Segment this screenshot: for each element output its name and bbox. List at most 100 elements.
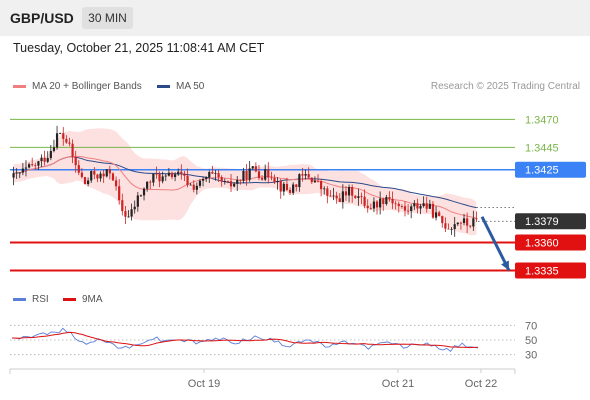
candle-body: [77, 165, 80, 173]
legend-rsi-label: RSI: [32, 294, 49, 305]
candle-body: [338, 198, 341, 202]
candle-body: [385, 197, 388, 205]
ma20-swatch-icon: [13, 84, 26, 88]
candle-body: [217, 173, 220, 178]
bollinger-band: [13, 128, 477, 236]
candle-body: [229, 181, 233, 187]
candle-body: [96, 174, 99, 179]
rsi-tick-label: 50: [525, 335, 537, 347]
candle-body: [307, 174, 310, 178]
candle-body: [18, 172, 21, 174]
candle-body: [410, 206, 413, 212]
candle-body: [142, 188, 146, 196]
level-label-text: 1.3360: [525, 237, 559, 249]
candle-body: [149, 181, 152, 183]
candle-body: [170, 172, 174, 178]
candle-body: [130, 209, 133, 217]
candle-body: [158, 173, 161, 182]
candle-body: [304, 174, 307, 176]
candle-body: [422, 203, 425, 207]
candle-body: [220, 177, 223, 182]
forecast-arrow-shaft: [480, 216, 511, 272]
candle-body: [65, 138, 68, 143]
candle-body: [223, 180, 226, 182]
candle-body: [133, 206, 136, 210]
candle-body: [180, 171, 183, 174]
candle-body: [68, 142, 71, 144]
candle-body: [90, 171, 93, 181]
candle-body: [226, 180, 230, 182]
candle-body: [24, 167, 28, 169]
candle-body: [310, 177, 313, 183]
candle-body: [105, 169, 108, 177]
candle-body: [31, 164, 34, 166]
level-label-box: [515, 262, 586, 279]
candle-body: [214, 173, 217, 174]
level-label-text: 1.3470: [525, 114, 559, 126]
candle-body: [292, 184, 295, 193]
candle-body: [183, 173, 186, 176]
candle-body: [198, 180, 202, 186]
candle-body: [87, 180, 90, 185]
candle-body: [127, 216, 130, 218]
rsi-tick-label: 30: [525, 350, 537, 362]
candle-body: [257, 171, 261, 179]
candle-body: [251, 166, 254, 169]
candle-body: [205, 177, 208, 180]
candle-body: [248, 168, 251, 180]
candles-group: [12, 125, 478, 237]
timeframe-badge[interactable]: 30 MIN: [82, 7, 133, 29]
candle-body: [344, 191, 348, 196]
chart-timestamp: Tuesday, October 21, 2025 11:08:41 AM CE…: [13, 41, 265, 55]
legend-ma50-label: MA 50: [176, 81, 205, 92]
candle-body: [394, 203, 397, 205]
candle-body: [267, 169, 270, 178]
candle-body: [139, 195, 143, 197]
rsi-tick-label: 70: [525, 320, 537, 332]
candle-body: [276, 180, 279, 183]
candle-body: [167, 172, 170, 176]
candle-body: [152, 173, 155, 183]
candle-body: [242, 171, 245, 181]
candle-body: [34, 165, 37, 167]
candle-body: [83, 177, 87, 185]
candle-body: [239, 179, 242, 181]
candle-body: [453, 224, 456, 230]
candle-body: [413, 203, 416, 207]
candle-body: [233, 183, 236, 187]
candle-body: [354, 195, 357, 198]
candle-body: [341, 191, 344, 202]
candle-body: [466, 218, 469, 226]
candle-body: [372, 201, 376, 209]
candle-body: [99, 173, 102, 179]
candle-body: [146, 181, 149, 189]
candle-body: [366, 205, 369, 209]
candle-body: [124, 211, 127, 217]
candle-body: [462, 218, 466, 223]
candle-body: [316, 180, 320, 182]
candle-body: [375, 201, 379, 208]
ma9-swatch-icon: [63, 297, 76, 301]
level-label-box: [515, 213, 586, 230]
rsi-swatch-icon: [13, 297, 26, 301]
candle-body: [407, 210, 410, 212]
level-label-box: [515, 234, 586, 251]
candle-body: [397, 203, 400, 207]
candle-body: [456, 222, 459, 225]
candle-body: [27, 164, 31, 168]
candle-body: [52, 147, 56, 151]
candle-body: [102, 173, 105, 177]
candle-body: [301, 174, 304, 176]
candle-body: [177, 171, 180, 175]
level-label-text: 1.3445: [525, 142, 559, 154]
level-label-support: 1.3335: [515, 262, 586, 279]
candle-body: [351, 187, 354, 196]
candle-body: [313, 180, 316, 183]
level-label-text: 1.3425: [525, 165, 559, 177]
candle-body: [441, 216, 444, 224]
candle-body: [74, 156, 77, 166]
legend-ma20-label: MA 20 + Bollinger Bands: [32, 81, 142, 92]
candle-body: [59, 133, 62, 135]
currency-pair-title: GBP/USD: [10, 10, 74, 26]
